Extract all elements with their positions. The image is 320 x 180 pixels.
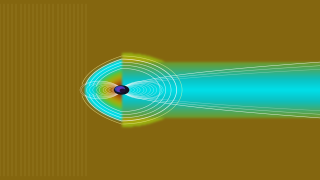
Circle shape <box>115 86 129 94</box>
Circle shape <box>116 87 124 92</box>
Circle shape <box>117 87 124 91</box>
Circle shape <box>120 89 125 92</box>
